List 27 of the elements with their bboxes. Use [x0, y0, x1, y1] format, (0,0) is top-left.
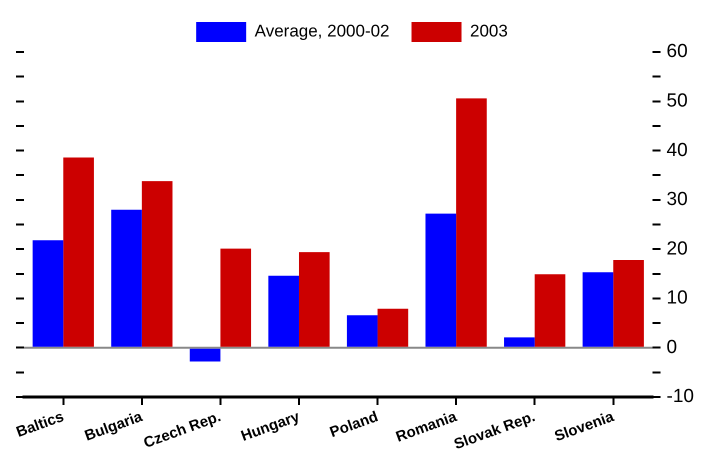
bar [298, 252, 330, 347]
y-tick-label: 0 [666, 336, 678, 358]
bar [378, 308, 408, 347]
y-tick-label: -10 [666, 386, 694, 408]
bar [142, 181, 172, 347]
bar [504, 337, 535, 347]
bar [425, 214, 456, 347]
bar [534, 274, 566, 347]
bar [32, 240, 64, 347]
x-tick-label: Baltics [14, 408, 66, 441]
legend-label: Average, 2000-02 [254, 22, 390, 41]
bar [346, 315, 378, 347]
y-tick-label: 40 [666, 140, 688, 161]
bar [582, 272, 614, 347]
bar [190, 348, 220, 362]
y-tick-label: 60 [666, 41, 688, 62]
bar [111, 210, 142, 347]
bar [63, 157, 94, 347]
y-tick-label: 20 [666, 238, 688, 260]
bar [268, 276, 299, 347]
bar [613, 260, 644, 347]
bar [456, 98, 487, 347]
y-tick-label: 10 [666, 288, 688, 309]
y-tick-label: 50 [666, 90, 688, 112]
bar [220, 248, 252, 347]
legend-label: 2003 [470, 22, 508, 41]
y-tick-label: 30 [666, 189, 688, 210]
